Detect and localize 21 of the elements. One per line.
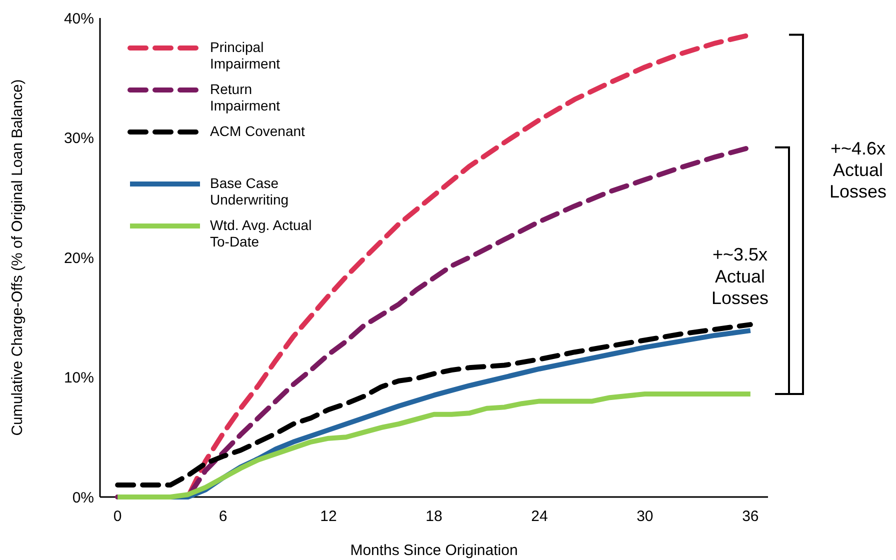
legend-label: Wtd. Avg. Actual To-Date <box>210 216 312 250</box>
y-axis-title: Cumulative Charge-Offs (% of Original Loan Balance) <box>9 79 26 436</box>
x-tick-label: 24 <box>531 508 548 525</box>
annotation: +~3.5x Actual Losses <box>711 244 769 308</box>
y-tick-label: 10% <box>64 370 94 386</box>
legend-label: Base Case Underwriting <box>210 174 289 208</box>
legend-label: Return Impairment <box>210 80 280 114</box>
legend-label: ACM Covenant <box>210 122 306 139</box>
text: +~4.6x Actual Losses <box>829 138 887 202</box>
x-tick-label: 6 <box>218 508 228 525</box>
x-axis-title: Months Since Origination <box>350 542 518 559</box>
y-tick-label: 40% <box>64 10 94 28</box>
legend-label: Principal Impairment <box>210 38 280 72</box>
x-tick-label: 12 <box>320 508 337 525</box>
y-tick-label: 0% <box>72 489 94 506</box>
y-tick-label: 30% <box>64 130 94 147</box>
x-tick-label: 30 <box>636 508 654 525</box>
x-tick-label: 18 <box>426 508 442 525</box>
x-tick-label: 0 <box>113 508 122 525</box>
y-tick-label: 20% <box>64 250 94 267</box>
x-tick-label: 36 <box>742 508 759 525</box>
